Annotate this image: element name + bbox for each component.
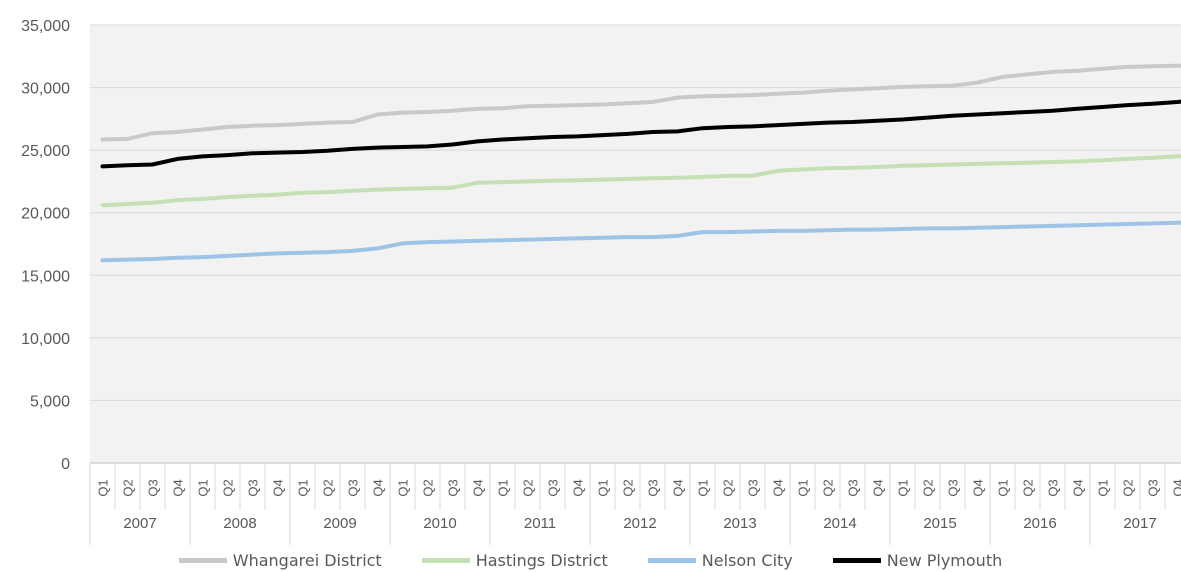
x-tick-label-year: 2011 <box>524 515 556 532</box>
series-line <box>100 220 1181 263</box>
x-tick-label-quarter: Q2 <box>1021 479 1036 496</box>
x-tick-label-year: 2010 <box>423 515 456 532</box>
x-tick-label-quarter: Q1 <box>1096 479 1111 496</box>
y-tick-label: 5,000 <box>30 393 70 410</box>
x-tick-label-year: 2008 <box>223 515 256 532</box>
legend-item: Whangarei District <box>178 550 382 570</box>
x-tick-label-quarter: Q3 <box>446 479 461 496</box>
x-tick-label-quarter: Q4 <box>671 479 686 496</box>
x-tick-label-quarter: Q2 <box>421 479 436 496</box>
x-tick-label-quarter: Q1 <box>196 479 211 496</box>
legend-swatch <box>178 557 227 563</box>
x-tick-label-year: 2015 <box>923 515 956 532</box>
x-tick-label-quarter: Q2 <box>921 479 936 496</box>
x-tick-label-quarter: Q3 <box>946 479 961 496</box>
legend-label: Hastings District <box>475 550 608 570</box>
x-tick-label-quarter: Q3 <box>746 479 761 496</box>
x-tick-label-quarter: Q1 <box>896 479 911 496</box>
x-tick-label-quarter: Q4 <box>371 479 386 496</box>
x-tick-label-quarter: Q4 <box>171 479 186 496</box>
legend-item: Hastings District <box>421 550 608 570</box>
legend: Whangarei District Hastings District Nel… <box>0 548 1181 572</box>
x-tick-label-quarter: Q4 <box>1171 479 1181 496</box>
x-tick-label-quarter: Q2 <box>621 479 636 496</box>
plot-area <box>90 25 1181 463</box>
x-tick-label-year: 2007 <box>123 515 156 532</box>
x-tick-label-quarter: Q3 <box>546 479 561 496</box>
x-tick-label-quarter: Q3 <box>346 479 361 496</box>
x-tick-label-quarter: Q3 <box>646 479 661 496</box>
x-tick-label-quarter: Q3 <box>1046 479 1061 496</box>
x-tick-label-year: 2016 <box>1023 515 1056 532</box>
x-tick-label-year: 2012 <box>623 515 656 532</box>
x-tick-label-quarter: Q1 <box>396 479 411 496</box>
x-tick-label-quarter: Q2 <box>321 479 336 496</box>
x-tick-label-quarter: Q4 <box>471 479 486 496</box>
x-tick-label-year: 2014 <box>823 515 856 532</box>
x-tick-label-quarter: Q2 <box>1121 479 1136 496</box>
series-line <box>100 63 1181 142</box>
x-tick-label-quarter: Q1 <box>996 479 1011 496</box>
legend-swatch <box>647 557 696 563</box>
legend-swatch <box>832 557 881 563</box>
x-tick-label-quarter: Q2 <box>121 479 136 496</box>
x-tick-label-quarter: Q2 <box>721 479 736 496</box>
legend-label: Nelson City <box>701 550 793 570</box>
gridlines <box>90 24 1181 401</box>
x-tick-label-quarter: Q1 <box>696 479 711 496</box>
x-tick-label-year: 2013 <box>723 515 756 532</box>
x-tick-label-year: 2009 <box>323 515 356 532</box>
y-tick-label: 0 <box>61 456 70 473</box>
y-tick-label: 25,000 <box>21 143 70 160</box>
x-tick-label-quarter: Q3 <box>846 479 861 496</box>
legend-label: Whangarei District <box>232 550 382 570</box>
x-tick-label-quarter: Q1 <box>496 479 511 496</box>
y-tick-label: 30,000 <box>21 81 70 98</box>
x-tick-label-quarter: Q1 <box>796 479 811 496</box>
legend-swatch <box>421 557 470 563</box>
x-tick-label-quarter: Q4 <box>571 479 586 496</box>
series-line <box>100 154 1181 208</box>
x-tick-label-quarter: Q4 <box>271 479 286 496</box>
x-tick-label-quarter: Q2 <box>821 479 836 496</box>
x-tick-label-quarter: Q2 <box>221 479 236 496</box>
x-tick-label-quarter: Q4 <box>771 479 786 496</box>
x-tick-label-quarter: Q4 <box>971 479 986 496</box>
x-tick-label-quarter: Q1 <box>96 479 111 496</box>
y-axis: 0 5,000 10,000 15,000 20,000 25,000 30,000 35,0… <box>21 18 70 473</box>
x-tick-label-quarter: Q3 <box>246 479 261 496</box>
x-tick-label-quarter: Q3 <box>1146 479 1161 496</box>
y-tick-label: 10,000 <box>21 331 70 348</box>
y-tick-label: 20,000 <box>21 206 70 223</box>
x-tick-label-quarter: Q1 <box>596 479 611 496</box>
legend-label: New Plymouth <box>886 550 1003 570</box>
legend-item: New Plymouth <box>832 550 1003 570</box>
x-tick-label-quarter: Q1 <box>296 479 311 496</box>
x-axis: Q1 Q2 Q3 Q4 Q1 Q2 Q3 Q4 Q1 Q2 Q3 Q4 Q1 Q2 Q3 Q4 Q1 Q2 Q3 Q4… <box>89 462 1181 545</box>
line-chart: 0 5,000 10,000 15,000 20,000 25,000 30,000 35,0… <box>21 18 1181 545</box>
x-tick-label-quarter: Q4 <box>871 479 886 496</box>
legend-item: Nelson City <box>647 550 793 570</box>
x-tick-label-year: 2017 <box>1123 515 1156 532</box>
x-tick-label-quarter: Q3 <box>146 479 161 496</box>
x-tick-label-quarter: Q4 <box>1071 479 1086 496</box>
y-tick-label: 35,000 <box>21 18 70 35</box>
x-tick-label-quarter: Q2 <box>521 479 536 496</box>
y-tick-label: 15,000 <box>21 268 70 285</box>
series-lines <box>100 63 1181 263</box>
series-line <box>100 99 1181 169</box>
